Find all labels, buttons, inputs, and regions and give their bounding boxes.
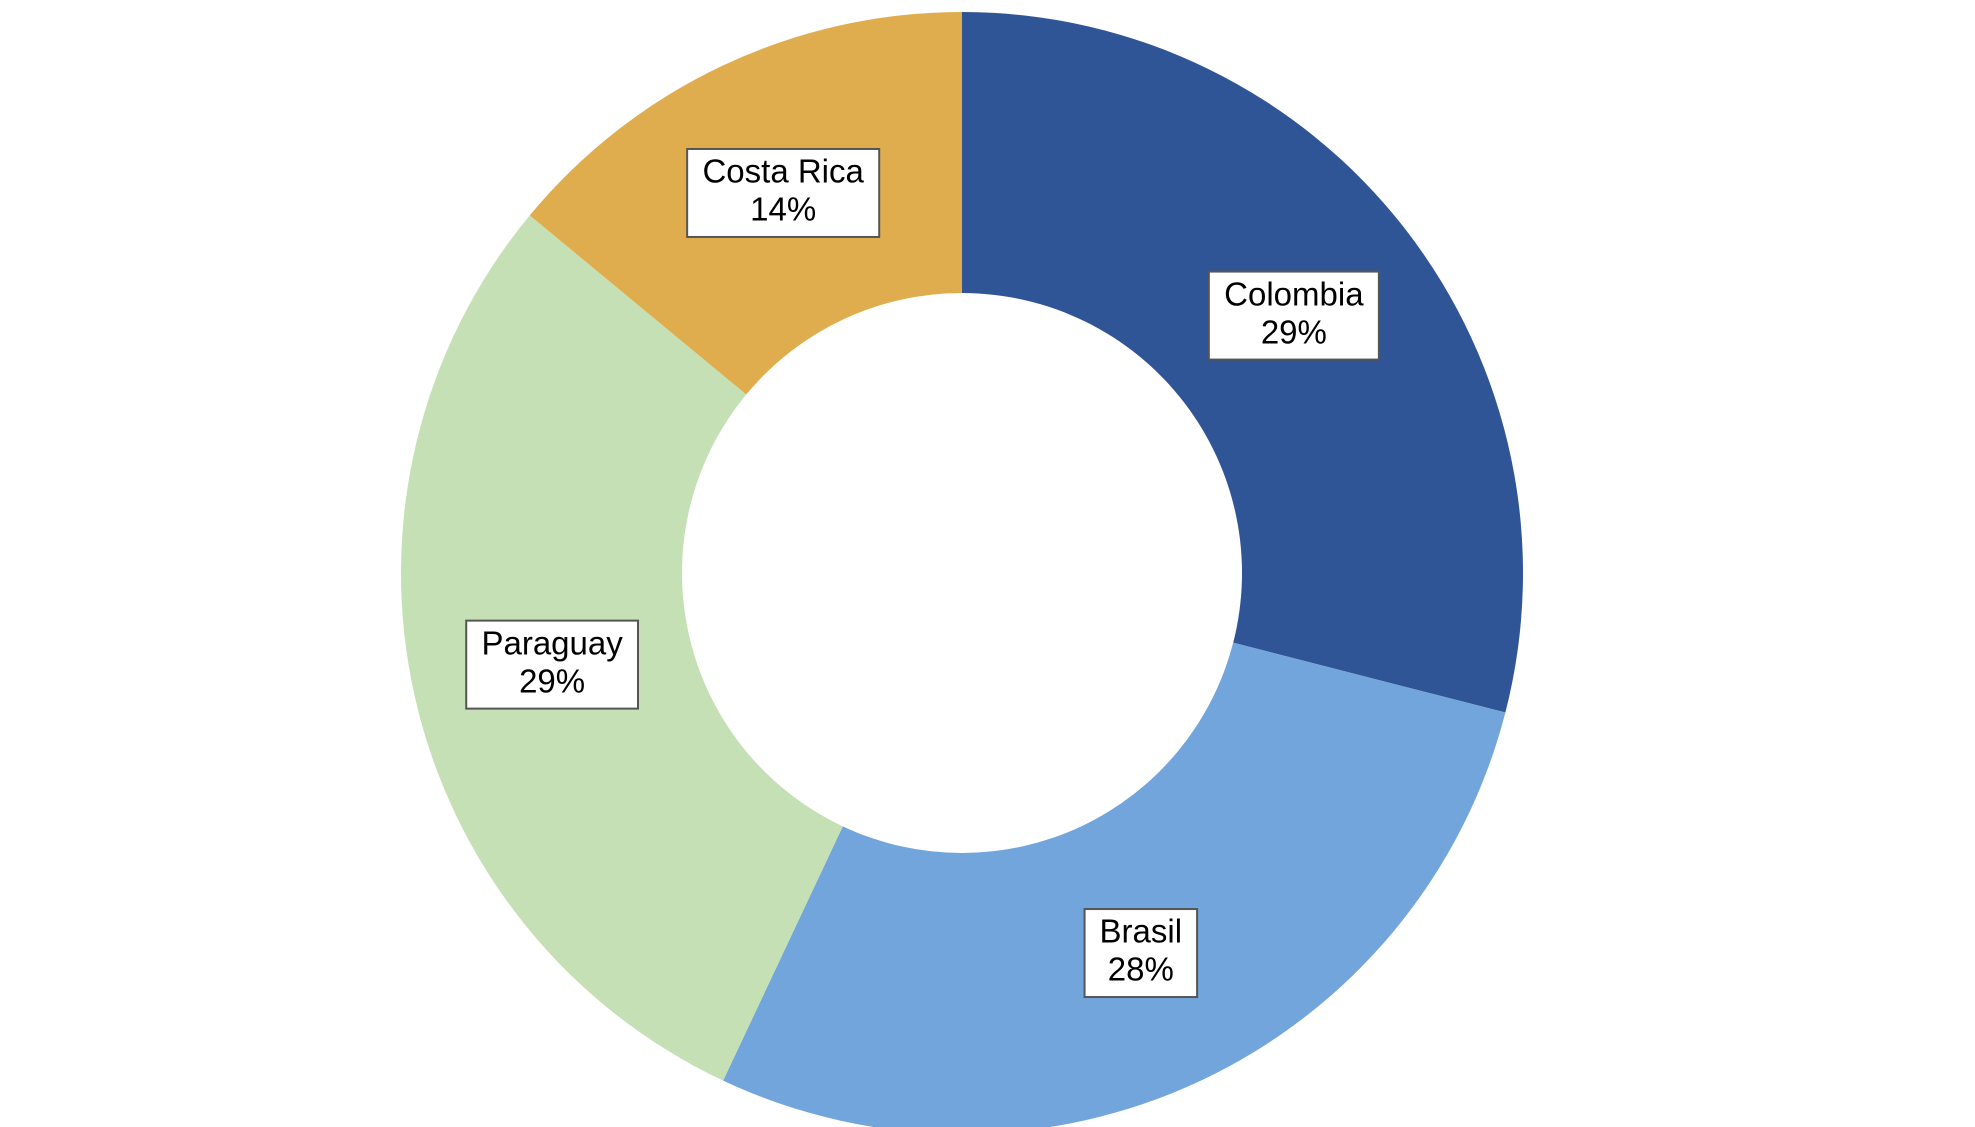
label-name: Costa Rica — [702, 153, 864, 190]
label-value: 28% — [1108, 951, 1174, 988]
slice — [723, 642, 1506, 1127]
slice — [962, 12, 1523, 713]
label-box — [465, 619, 639, 710]
label-box — [686, 147, 881, 238]
label-box — [1207, 270, 1380, 361]
label-name: Colombia — [1224, 275, 1364, 312]
label-value: 29% — [519, 662, 585, 699]
label-name: Paraguay — [481, 624, 623, 661]
label-value: 29% — [1261, 313, 1327, 350]
label-box — [1083, 908, 1199, 999]
label-value: 14% — [750, 191, 816, 228]
label-name: Brasil — [1100, 913, 1183, 950]
